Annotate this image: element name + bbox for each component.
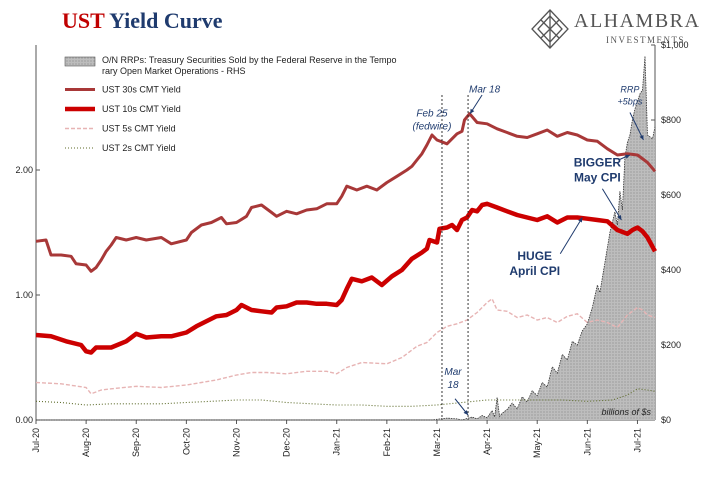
legend-label-ust30: UST 30s CMT Yield [102,85,181,95]
title-part-2: Yield Curve [109,8,223,33]
right-tick-label: $200 [661,340,681,350]
arrow-rrp5bps-head [639,135,644,140]
x-tick-label: Jul-21 [632,428,642,453]
x-tick-label: Dec-20 [282,428,292,457]
arrow-bigger-head [624,154,630,159]
right-tick-label: $800 [661,115,681,125]
legend-label-ust2: UST 2s CMT Yield [102,143,176,153]
legend-label-rrp-line1: O/N RRPs: Treasury Securities Sold by th… [102,55,396,65]
right-tick-label: $1,000 [661,40,689,50]
annotation-rrp5bps-line2: +5bps [618,97,643,107]
right-tick-label: $0 [661,415,671,425]
x-tick-label: Aug-20 [81,428,91,457]
x-tick-label: May-21 [532,428,542,458]
arrow-bigger-2-head [617,215,622,220]
annotation-huge-line2: April CPI [509,264,560,278]
left-tick-label: 0.00 [15,415,33,425]
x-tick-label: Apr-21 [482,428,492,455]
x-tick-label: Mar-21 [432,428,442,457]
title-part-1: UST [62,8,105,33]
right-tick-label: $600 [661,190,681,200]
ust2-line [35,388,656,407]
legend-swatch-rrp [64,56,96,67]
right-tick-label: $400 [661,265,681,275]
legend-label-ust10: UST 10s CMT Yield [102,104,181,114]
annotation-feb25-line2: (fedwire) [413,121,452,132]
legend-label-ust5: UST 5s CMT Yield [102,124,176,134]
annotation-rrp5bps-line1: RRP [620,85,639,95]
annotation-mar18_top-line1: Mar 18 [469,85,501,96]
x-tick-label: Jan-21 [332,428,342,456]
logo-name: ALHAMBRA [574,10,701,32]
annotation-bigger-line2: May CPI [574,170,621,184]
x-tick-label: Sep-20 [131,428,141,457]
diamond-lattice-icon [531,9,569,49]
arrow-mar18-top-head [470,108,475,114]
x-tick-label: Oct-20 [181,428,191,455]
logo-sub: INVESTMENTS [606,35,685,45]
x-tick-label: Nov-20 [231,428,241,457]
arrow-huge [559,217,583,255]
ust5-line [35,297,656,395]
left-tick-label: 2.00 [15,165,33,175]
rrp-outline [36,56,656,421]
arrow-bigger-2 [601,188,622,221]
page-title: UST Yield Curve [62,8,223,34]
annotation-bigger-line1: BIGGER [574,155,622,169]
x-tick-label: Jun-21 [582,428,592,456]
alhambra-logo: ALHAMBRA INVESTMENTS [528,8,701,50]
annotation-mar18_bottom-line2: 18 [447,380,459,391]
x-tick-label: Jul-20 [31,428,41,453]
ust10-line [35,201,657,355]
arrow-huge-head [578,217,583,223]
annotation-feb25-line1: Feb 25 [416,108,448,119]
x-tick-label: Feb-21 [382,428,392,457]
annotation-mar18_bottom-line1: Mar [444,367,462,378]
rrp-area [36,56,655,421]
arrow-mar18-bottom-head [463,410,469,415]
legend-label-rrp-line2: rary Open Market Operations - RHS [102,66,246,76]
ust30-line [35,112,657,273]
right-axis-note: billions of $s [601,407,651,417]
arrow-rrp5bps [629,112,644,141]
left-tick-label: 1.00 [15,290,33,300]
annotation-huge-line1: HUGE [517,249,552,263]
